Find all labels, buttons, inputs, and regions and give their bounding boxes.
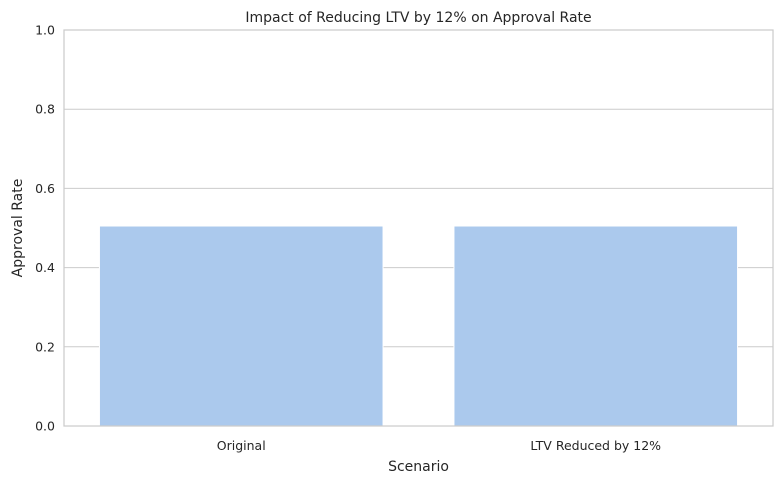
y-tick-label: 0.8: [35, 102, 55, 117]
y-tick-label: 0.4: [35, 260, 55, 275]
x-tick-labels: Original LTV Reduced by 12%: [217, 438, 661, 453]
bar-0: [98, 225, 384, 427]
y-tick-label: 0.2: [35, 339, 55, 354]
y-tick-label: 0.6: [35, 181, 55, 196]
chart-title: Impact of Reducing LTV by 12% on Approva…: [245, 10, 591, 26]
bars: [98, 225, 739, 427]
x-axis-label: Scenario: [388, 459, 449, 475]
bar-1: [453, 225, 739, 427]
y-tick-labels: 0.0 0.2 0.4 0.6 0.8 1.0: [35, 23, 55, 434]
plot-frame: [63, 29, 774, 427]
x-tick-label: Original: [217, 438, 266, 453]
y-tick-label: 1.0: [35, 23, 55, 38]
x-tick-label: LTV Reduced by 12%: [530, 438, 661, 453]
y-tick-label: 0.0: [35, 419, 55, 434]
y-axis-label: Approval Rate: [10, 179, 26, 278]
